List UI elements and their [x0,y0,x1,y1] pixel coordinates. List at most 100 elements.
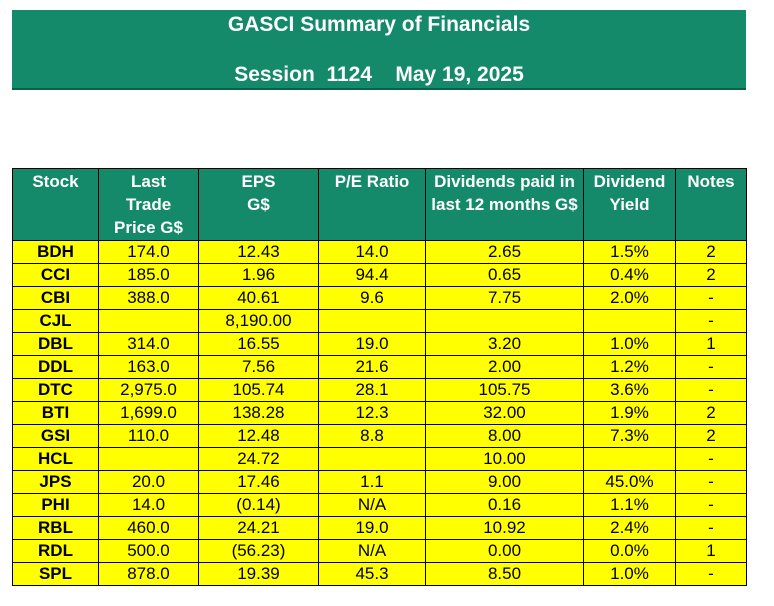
cell-dividends-paid: 2.00 [425,355,584,379]
cell-notes: 1 [675,539,747,563]
table-row: DDL 163.0 7.56 21.6 2.00 1.2% - [12,355,747,379]
banner-divider [12,89,746,90]
cell-dividends-paid: 7.75 [425,286,584,310]
cell-dividend-yield: 2.0% [583,286,676,310]
col-header-dividends-paid: Dividends paid in last 12 months G$ [425,168,584,241]
cell-last-trade-price: 185.0 [98,263,199,287]
cell-last-trade-price: 1,699.0 [98,401,199,425]
cell-last-trade-price: 2,975.0 [98,378,199,402]
cell-eps: 12.48 [198,424,319,448]
cell-last-trade-price: 14.0 [98,493,199,517]
cell-notes: - [675,286,747,310]
cell-dividend-yield: 0.0% [583,539,676,563]
col-header-pe-ratio: P/E Ratio [318,168,426,241]
cell-dividends-paid: 32.00 [425,401,584,425]
cell-notes: 1 [675,332,747,356]
cell-pe-ratio: 8.8 [318,424,426,448]
cell-pe-ratio: 19.0 [318,516,426,540]
cell-stock: CJL [12,309,99,333]
cell-dividends-paid: 0.65 [425,263,584,287]
cell-eps: 40.61 [198,286,319,310]
cell-stock: DDL [12,355,99,379]
cell-stock: BDH [12,240,99,264]
cell-eps: 7.56 [198,355,319,379]
cell-stock: SPL [12,562,99,586]
cell-notes: 2 [675,240,747,264]
col-header-stock: Stock [12,168,99,241]
cell-dividends-paid: 8.00 [425,424,584,448]
cell-pe-ratio: 94.4 [318,263,426,287]
table-row: RBL 460.0 24.21 19.0 10.92 2.4% - [12,516,747,540]
cell-last-trade-price: 878.0 [98,562,199,586]
cell-dividend-yield [583,447,676,471]
cell-notes: - [675,355,747,379]
cell-notes: - [675,562,747,586]
cell-last-trade-price [98,309,199,333]
cell-dividends-paid: 9.00 [425,470,584,494]
table-row: CJL 8,190.00 - [12,309,747,333]
cell-notes: 2 [675,424,747,448]
cell-dividend-yield: 45.0% [583,470,676,494]
cell-last-trade-price: 460.0 [98,516,199,540]
table-row: GSI 110.0 12.48 8.8 8.00 7.3% 2 [12,424,747,448]
cell-dividends-paid: 10.00 [425,447,584,471]
cell-last-trade-price: 110.0 [98,424,199,448]
cell-stock: CCI [12,263,99,287]
table-row: JPS 20.0 17.46 1.1 9.00 45.0% - [12,470,747,494]
cell-pe-ratio [318,309,426,333]
table-row: BTI 1,699.0 138.28 12.3 32.00 1.9% 2 [12,401,747,425]
cell-dividend-yield [583,309,676,333]
table-row: HCL 24.72 10.00 - [12,447,747,471]
cell-last-trade-price: 163.0 [98,355,199,379]
cell-notes: 2 [675,263,747,287]
cell-notes: - [675,516,747,540]
cell-eps: 1.96 [198,263,319,287]
cell-stock: PHI [12,493,99,517]
cell-dividend-yield: 1.5% [583,240,676,264]
cell-dividend-yield: 2.4% [583,516,676,540]
cell-pe-ratio [318,447,426,471]
cell-stock: JPS [12,470,99,494]
col-header-eps: EPS G$ [198,168,319,241]
table-row: RDL 500.0 (56.23) N/A 0.00 0.0% 1 [12,539,747,563]
cell-dividend-yield: 1.0% [583,562,676,586]
cell-dividend-yield: 1.1% [583,493,676,517]
cell-dividends-paid: 8.50 [425,562,584,586]
cell-pe-ratio: 12.3 [318,401,426,425]
cell-pe-ratio: 28.1 [318,378,426,402]
table-row: DTC 2,975.0 105.74 28.1 105.75 3.6% - [12,378,747,402]
cell-eps: 16.55 [198,332,319,356]
table-row: SPL 878.0 19.39 45.3 8.50 1.0% - [12,562,747,586]
cell-last-trade-price: 500.0 [98,539,199,563]
cell-stock: DBL [12,332,99,356]
cell-dividends-paid [425,309,584,333]
cell-stock: GSI [12,424,99,448]
cell-pe-ratio: 1.1 [318,470,426,494]
cell-stock: CBI [12,286,99,310]
cell-dividend-yield: 1.2% [583,355,676,379]
table-row: CBI 388.0 40.61 9.6 7.75 2.0% - [12,286,747,310]
cell-dividends-paid: 0.16 [425,493,584,517]
table-body: BDH 174.0 12.43 14.0 2.65 1.5% 2 CCI 185.0 1.96 94… [12,240,747,586]
cell-notes: 2 [675,401,747,425]
table-row: PHI 14.0 (0.14) N/A 0.16 1.1% - [12,493,747,517]
cell-dividends-paid: 3.20 [425,332,584,356]
cell-eps: 19.39 [198,562,319,586]
title-banner: GASCI Summary of Financials Session 1124… [12,10,746,90]
cell-dividend-yield: 7.3% [583,424,676,448]
page-title: GASCI Summary of Financials [227,13,531,36]
cell-notes: - [675,493,747,517]
cell-pe-ratio: 9.6 [318,286,426,310]
cell-dividend-yield: 0.4% [583,263,676,287]
cell-pe-ratio: N/A [318,539,426,563]
cell-eps: 8,190.00 [198,309,319,333]
cell-eps: 12.43 [198,240,319,264]
col-header-dividend-yield: Dividend Yield [583,168,676,241]
cell-stock: HCL [12,447,99,471]
cell-pe-ratio: 21.6 [318,355,426,379]
cell-stock: RDL [12,539,99,563]
col-header-notes: Notes [675,168,747,241]
col-header-last-trade-price: Last Trade Price G$ [98,168,199,241]
cell-notes: - [675,447,747,471]
cell-dividends-paid: 0.00 [425,539,584,563]
